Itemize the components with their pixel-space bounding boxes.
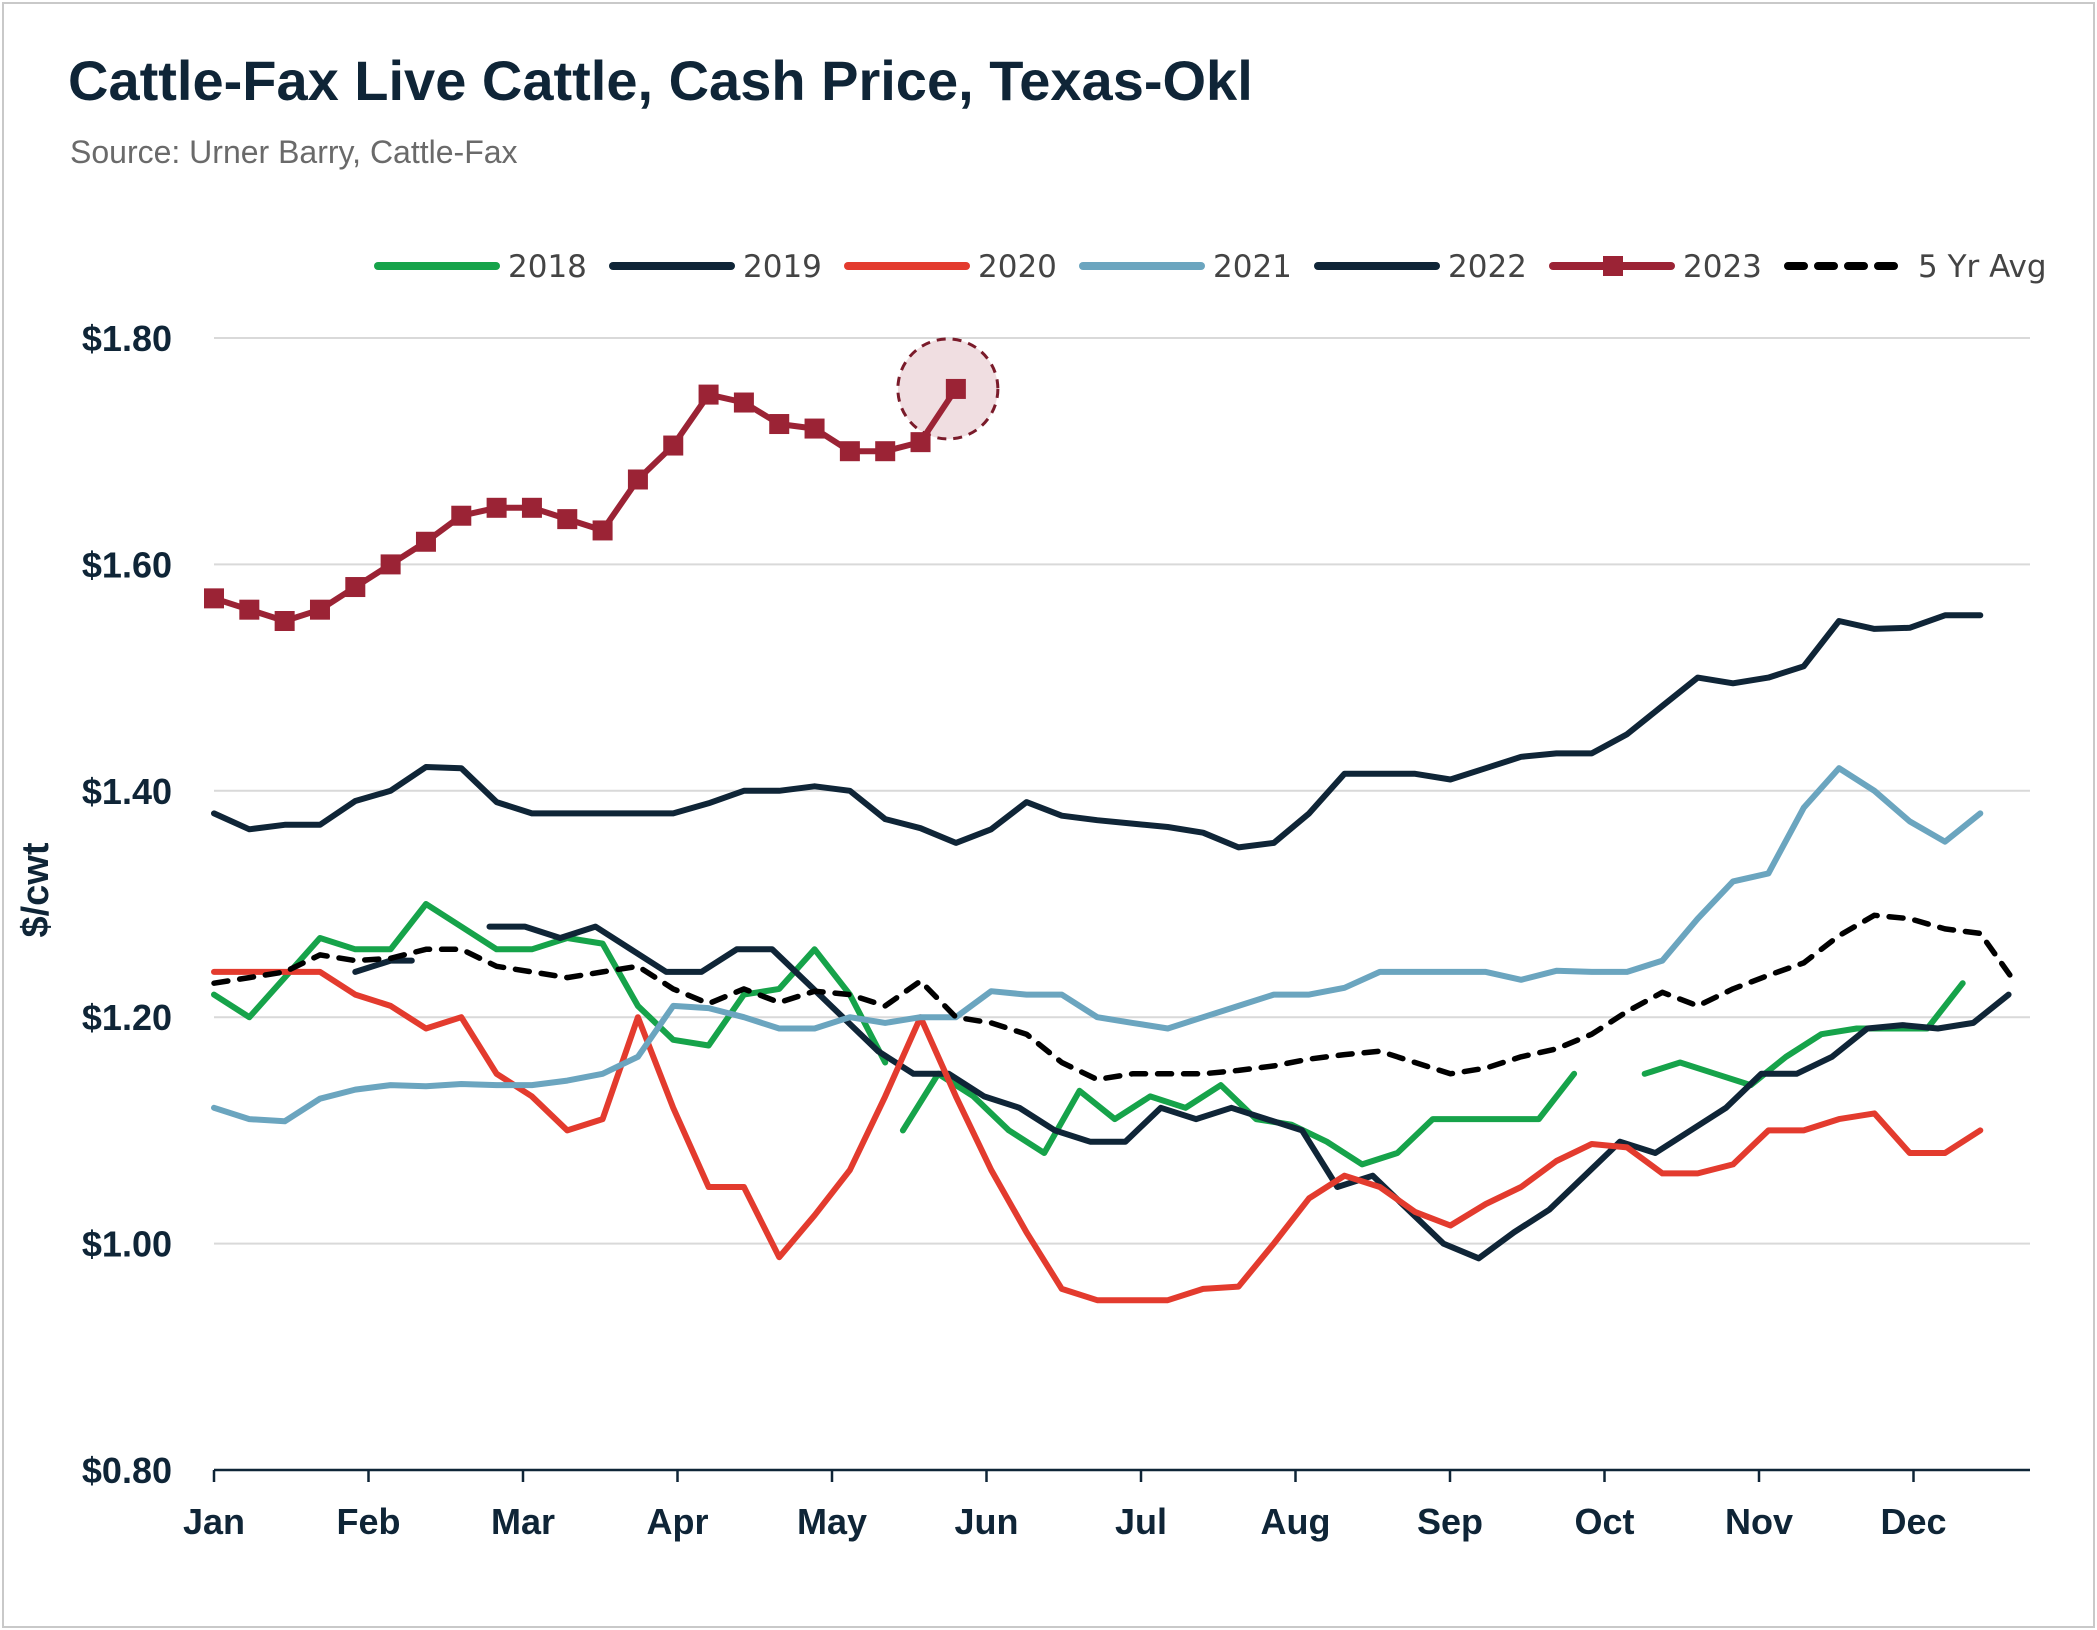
legend-marker (1603, 256, 1623, 276)
series-5-yr-avg (211, 912, 2019, 1083)
data-point (592, 520, 613, 541)
series-line (211, 901, 889, 1066)
x-tick-label: Jan (183, 1501, 245, 1542)
tick-labels: $0.80 $1.00 $1.20 $1.40 $1.60 $1.80 Jan Feb Mar A… (82, 318, 1947, 1542)
data-point (663, 435, 684, 456)
series-2020 (211, 968, 1984, 1304)
series-2023 (204, 378, 966, 631)
x-tick-label: May (797, 1501, 867, 1542)
data-point (733, 392, 754, 413)
series-line (211, 765, 1984, 1125)
series-2021 (211, 765, 1984, 1125)
y-axis-label: $/cwt (15, 842, 57, 937)
legend-item: 2021 (1079, 249, 1292, 285)
series-line (211, 912, 2019, 1083)
x-tick-label: Jun (954, 1501, 1018, 1542)
legend-label: 2023 (1683, 249, 1762, 285)
x-tick-label: Feb (336, 1501, 400, 1542)
data-point (451, 505, 472, 526)
series-2022 (211, 612, 1984, 851)
x-tick-label: Mar (491, 1501, 555, 1542)
x-tick-label: Sep (1417, 1501, 1483, 1542)
y-tick-label: $1.20 (82, 997, 172, 1038)
gridlines (214, 337, 2030, 1245)
legend: 2018 2019 2020 2021 2022 2023 5 Yr Avg (374, 249, 2047, 285)
y-tick-label: $1.60 (82, 544, 172, 585)
y-tick-label: $1.00 (82, 1224, 172, 1265)
y-tick-label: $0.80 (82, 1450, 172, 1491)
data-point (380, 554, 401, 575)
x-tick-label: Dec (1880, 1501, 1946, 1542)
legend-item: 2019 (609, 249, 822, 285)
x-tick-label: Aug (1261, 1501, 1331, 1542)
legend-label: 5 Yr Avg (1918, 249, 2047, 285)
legend-label: 2020 (978, 249, 1057, 285)
y-tick-label: $1.40 (82, 771, 172, 812)
series-line (211, 612, 1984, 851)
data-point (627, 469, 648, 490)
data-point (839, 441, 860, 462)
data-point (309, 599, 330, 620)
data-point (910, 432, 931, 453)
legend-label: 2019 (743, 249, 822, 285)
legend-item: 2018 (374, 249, 587, 285)
data-point (875, 441, 896, 462)
series-lines (204, 337, 2019, 1304)
legend-label: 2021 (1213, 249, 1292, 285)
legend-item: 2023 (1549, 249, 1762, 285)
chart-title: Cattle-Fax Live Cattle, Cash Price, Texa… (68, 49, 1253, 112)
legend-item: 5 Yr Avg (1784, 249, 2047, 285)
series-line (211, 385, 959, 624)
legend-label: 2022 (1448, 249, 1527, 285)
data-point (945, 378, 966, 399)
data-point (239, 599, 260, 620)
series-line (486, 923, 2012, 1262)
data-point (698, 384, 719, 405)
data-point (204, 588, 224, 609)
data-point (415, 531, 436, 552)
x-tick-label: Apr (647, 1501, 709, 1542)
axes (212, 1468, 2030, 1482)
series-line (211, 968, 1984, 1304)
data-point (804, 418, 825, 439)
series-line (899, 1070, 1578, 1168)
data-point (769, 414, 790, 435)
legend-item: 2020 (844, 249, 1057, 285)
data-point (521, 497, 542, 518)
legend-label: 2018 (508, 249, 587, 285)
y-tick-label: $1.80 (82, 318, 172, 359)
chart-subtitle: Source: Urner Barry, Cattle-Fax (70, 134, 518, 170)
legend-item: 2022 (1314, 249, 1527, 285)
data-point (486, 497, 507, 518)
data-point (274, 611, 295, 631)
x-tick-label: Oct (1574, 1501, 1634, 1542)
x-tick-label: Nov (1725, 1501, 1793, 1542)
data-point (557, 509, 578, 530)
data-point (345, 577, 366, 598)
x-tick-label: Jul (1115, 1501, 1167, 1542)
